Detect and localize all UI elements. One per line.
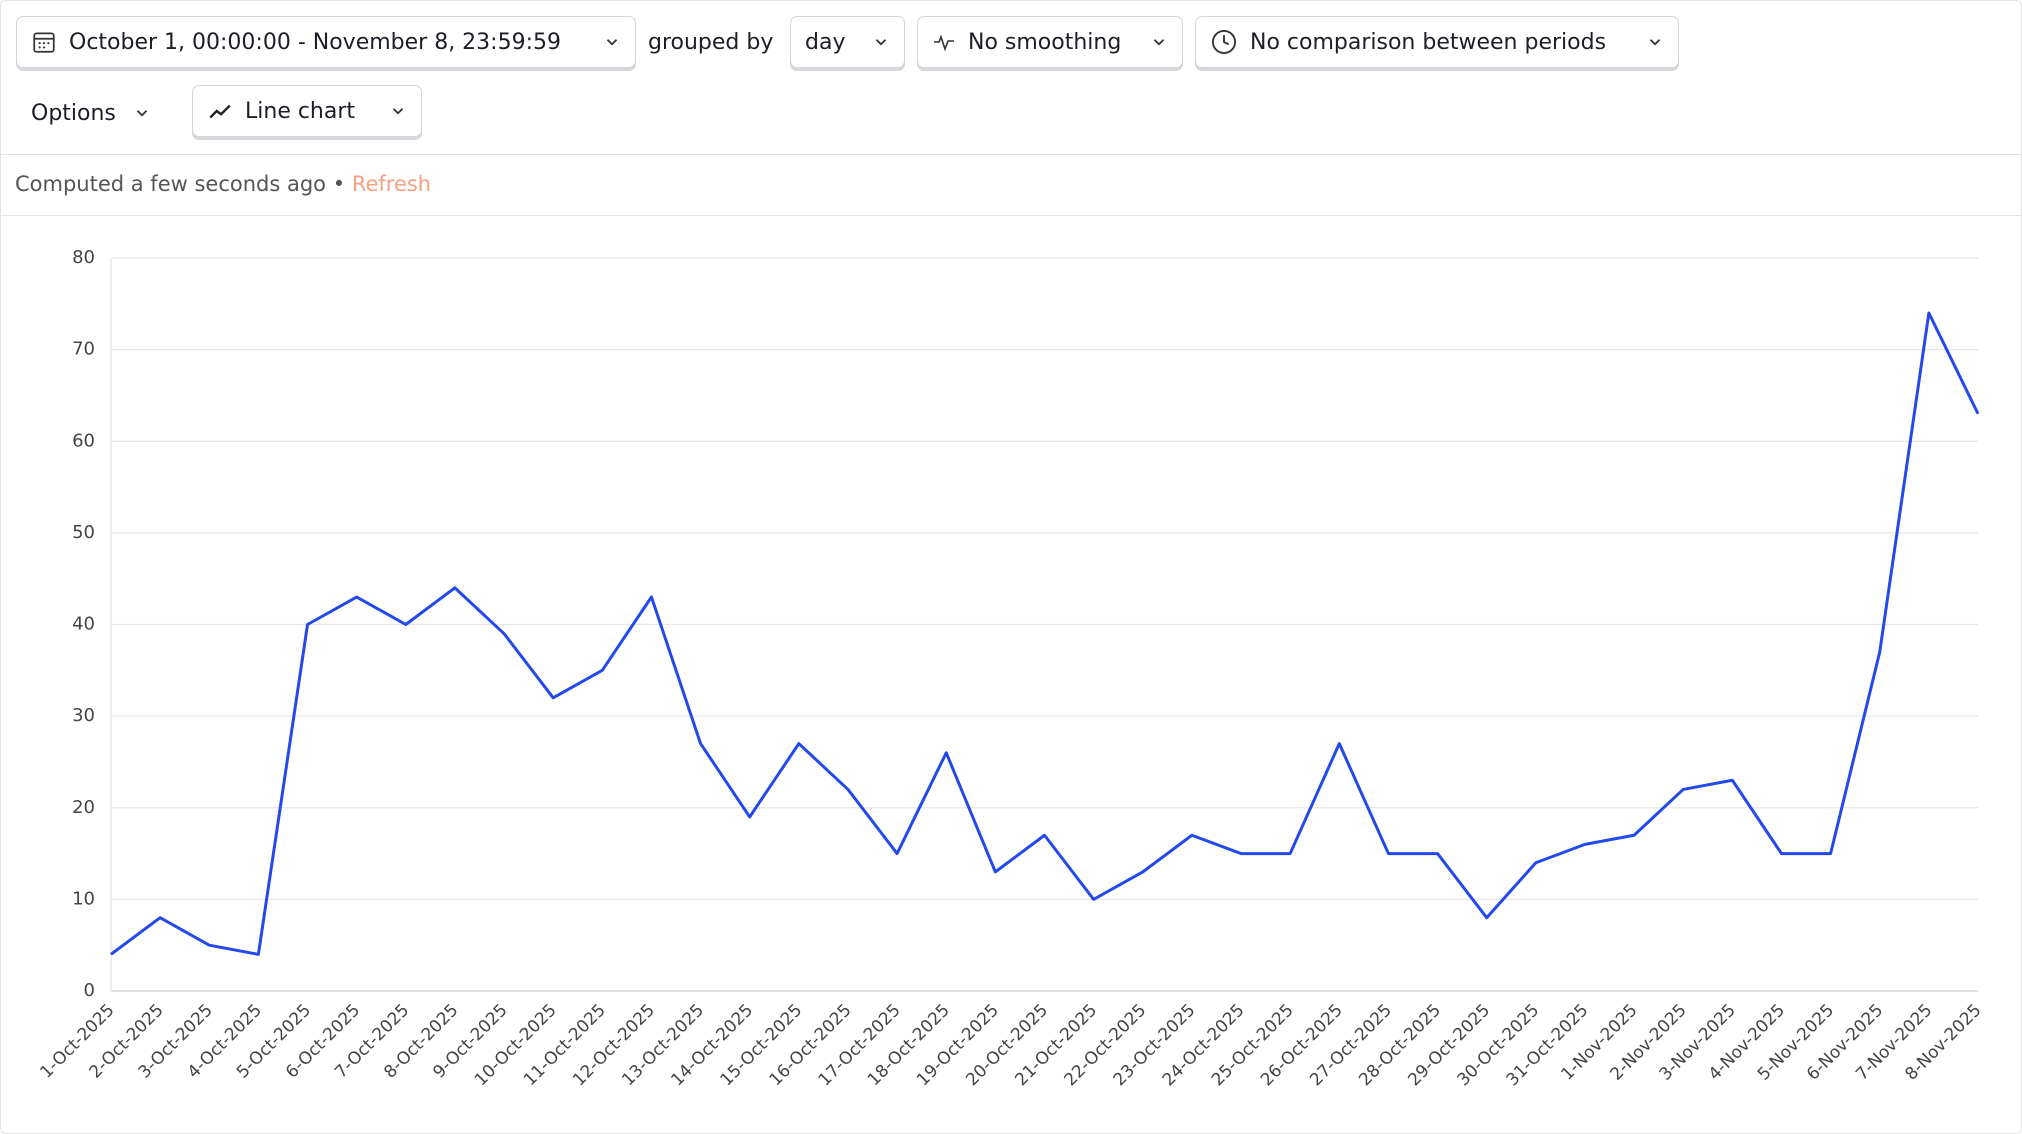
options-button[interactable]: Options (16, 87, 166, 139)
y-tick-label: 20 (72, 797, 95, 818)
grouped-by-label: grouped by (648, 30, 774, 55)
comparison-button[interactable]: No comparison between periods (1195, 16, 1679, 68)
y-tick-label: 50 (72, 522, 95, 543)
divider (1, 154, 2021, 155)
divider (1, 215, 2021, 216)
refresh-link[interactable]: Refresh (351, 172, 432, 196)
chevron (606, 39, 618, 46)
chevron (1649, 39, 1661, 46)
chevron (1153, 39, 1165, 46)
chart-kind-button[interactable]: Line chart (192, 85, 422, 137)
smoothing: No smoothing (968, 29, 1122, 55)
pulse-icon (934, 34, 954, 52)
y-tick-label: 80 (72, 247, 95, 268)
chart-kind: Line chart (245, 98, 356, 124)
y-tick-label: 0 (84, 980, 95, 1001)
smoothing-button[interactable]: No smoothing (917, 16, 1183, 68)
comparison: No comparison between periods (1250, 29, 1607, 55)
date-range-button[interactable]: October 1, 00:00:00 - November 8, 23:59:… (16, 16, 636, 68)
interval-button[interactable]: day (790, 16, 905, 68)
chevron (392, 108, 404, 115)
y-tick-label: 60 (72, 430, 95, 451)
y-tick-label: 30 (72, 705, 95, 726)
computed-text: Computed a few seconds ago (15, 172, 327, 196)
interval: day (805, 29, 846, 55)
clock-icon (1211, 29, 1237, 55)
options: Options (31, 100, 116, 126)
data-line (110, 311, 1980, 956)
line-chart-icon (209, 104, 231, 119)
y-tick-label: 40 (72, 614, 95, 635)
status-line: Computed a few seconds ago • Refresh (15, 172, 431, 196)
chevron (875, 39, 887, 46)
calendar-icon (33, 32, 55, 53)
y-tick-label: 10 (72, 888, 95, 909)
date-range: October 1, 00:00:00 - November 8, 23:59:… (69, 29, 561, 55)
chevron (136, 110, 148, 117)
separator: • (332, 172, 346, 196)
y-tick-label: 70 (72, 339, 95, 360)
